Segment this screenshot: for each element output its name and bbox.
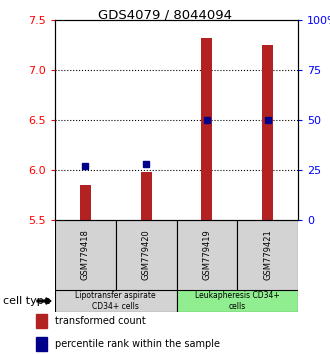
Text: cell type: cell type bbox=[3, 296, 51, 306]
Text: transformed count: transformed count bbox=[55, 316, 146, 326]
Bar bbox=[141, 172, 151, 220]
Bar bbox=[36, 314, 47, 329]
Bar bbox=[55, 290, 177, 312]
Bar bbox=[177, 290, 298, 312]
Text: GSM779419: GSM779419 bbox=[202, 230, 212, 280]
Text: Lipotransfer aspirate
CD34+ cells: Lipotransfer aspirate CD34+ cells bbox=[76, 291, 156, 311]
Bar bbox=[55, 220, 116, 290]
Bar bbox=[201, 38, 212, 220]
Text: percentile rank within the sample: percentile rank within the sample bbox=[55, 339, 220, 349]
Bar bbox=[80, 185, 91, 220]
Text: GDS4079 / 8044094: GDS4079 / 8044094 bbox=[98, 9, 232, 22]
Bar bbox=[237, 220, 298, 290]
Text: GSM779418: GSM779418 bbox=[81, 229, 90, 280]
Bar bbox=[36, 337, 47, 351]
Text: GSM779420: GSM779420 bbox=[142, 230, 150, 280]
Bar bbox=[262, 45, 273, 220]
Text: GSM779421: GSM779421 bbox=[263, 230, 272, 280]
Bar bbox=[116, 220, 177, 290]
Bar bbox=[177, 220, 237, 290]
Text: Leukapheresis CD34+
cells: Leukapheresis CD34+ cells bbox=[195, 291, 280, 311]
